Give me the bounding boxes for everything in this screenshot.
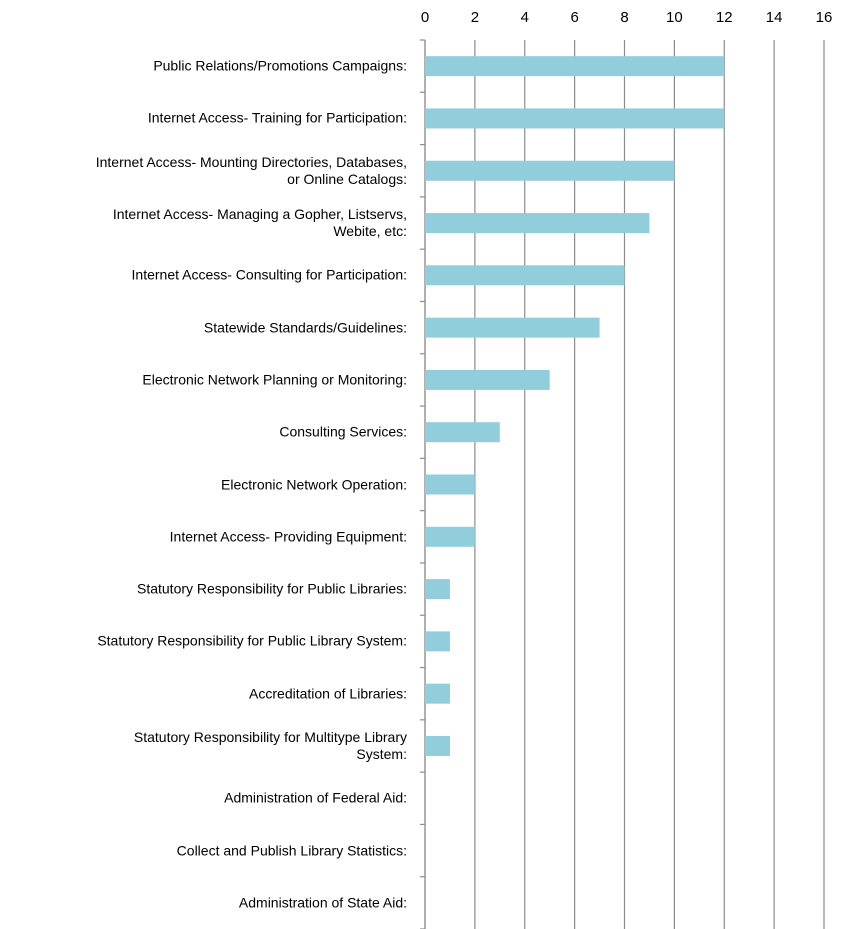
bar [425,474,475,495]
bar [425,265,625,286]
x-tick-label: 2 [471,9,479,26]
y-tick-label: Accreditation of Libraries: [249,685,407,702]
bar [425,735,450,756]
bar [425,56,725,77]
y-tick-label: Electronic Network Operation: [221,476,407,492]
bar [425,160,675,181]
y-tick-label: Statutory Responsibility for Public Libr… [97,632,407,649]
x-tick-label: 0 [421,9,429,26]
bar [425,526,475,547]
y-tick-label: Statutory Responsibility for Multitype L… [133,728,407,762]
x-tick-label: 8 [620,9,628,26]
bar [425,317,600,338]
y-tick-label: Internet Access- Training for Participat… [147,109,407,126]
y-tick-label: Consulting Services: [279,423,407,440]
bar [425,213,650,234]
y-tick-label: Electronic Network Planning or Monitorin… [142,371,407,388]
x-tick-label: 12 [716,9,733,26]
x-tick-label: 10 [666,9,683,26]
y-tick-label: Administration of State Aid: [238,894,407,911]
bar [425,579,450,600]
bar [425,631,450,652]
bar [425,108,725,129]
y-tick-label: Internet Access- Providing Equipment: [169,528,407,545]
y-tick-label: Statutory Responsibility for Public Libr… [136,580,407,597]
y-tick-label: Collect and Publish Library Statistics: [176,842,407,859]
y-tick-label: Internet Access- Mounting Directories, D… [95,153,407,187]
x-tick-label: 6 [570,9,578,26]
x-tick-label: 14 [766,9,783,26]
y-tick-label: Internet Access- Managing a Gopher, List… [112,206,407,240]
bar [425,422,500,443]
y-tick-label: Statewide Standards/Guidelines: [203,319,407,336]
x-tick-label: 4 [521,9,529,26]
y-tick-label: Public Relations/Promotions Campaigns: [153,57,407,74]
y-tick-label: Internet Access- Consulting for Particip… [131,266,407,283]
y-tick-label: Administration of Federal Aid: [224,789,407,806]
bar [425,683,450,704]
bar [425,369,550,390]
x-tick-label: 16 [816,9,833,26]
